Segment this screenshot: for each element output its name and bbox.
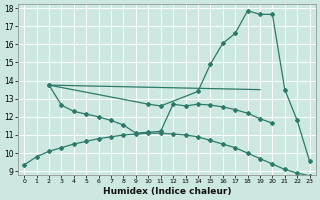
X-axis label: Humidex (Indice chaleur): Humidex (Indice chaleur) [103, 187, 231, 196]
